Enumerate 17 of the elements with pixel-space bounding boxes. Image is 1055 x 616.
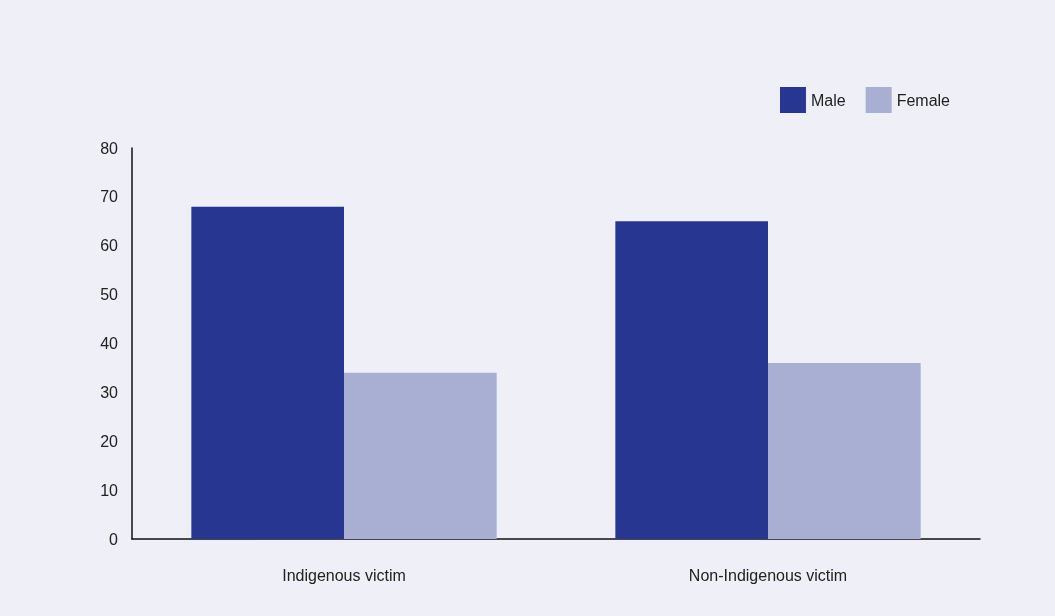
y-tick-label: 30	[100, 383, 119, 401]
y-tick-label: 0	[109, 530, 119, 548]
y-tick-label: 50	[100, 286, 119, 304]
y-tick-label: 80	[100, 139, 119, 157]
y-tick-label: 40	[100, 335, 119, 352]
legend-label: Female	[896, 91, 951, 109]
legend-label: Male	[810, 91, 846, 109]
y-tick-label: 60	[100, 237, 119, 255]
bar	[768, 363, 921, 539]
y-tick-label: 20	[100, 432, 119, 450]
y-tick-label: 70	[100, 188, 119, 206]
x-tick-label: Indigenous victim	[282, 566, 406, 584]
bar	[191, 206, 344, 539]
bar	[615, 221, 768, 539]
bar	[344, 372, 497, 539]
x-tick-label: Non-Indigenous victim	[688, 566, 848, 584]
y-tick-label: 10	[100, 481, 119, 499]
